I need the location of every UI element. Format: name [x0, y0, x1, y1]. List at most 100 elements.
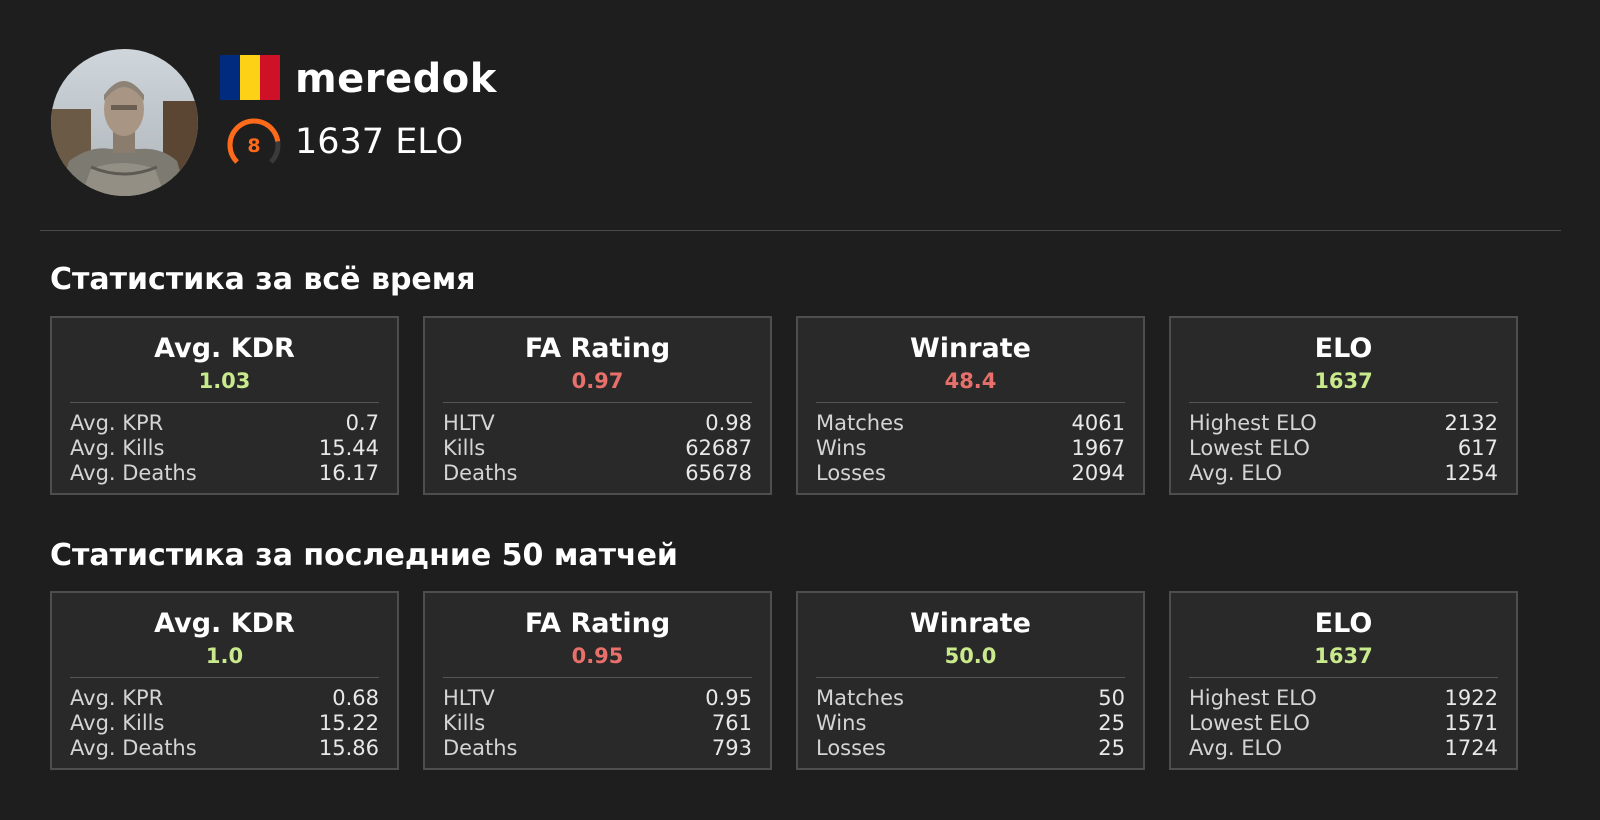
stat-card-winrate: Winrate 50.0 Matches 50 Wins 25 Losses 25: [796, 591, 1145, 770]
stat-detail-row: Lowest ELO 617: [1189, 436, 1498, 461]
stat-card-divider: [443, 402, 752, 403]
stat-detail-label: Highest ELO: [1189, 686, 1317, 710]
stat-detail-row: Deaths 793: [443, 736, 752, 761]
stat-card-value: 50.0: [944, 644, 997, 668]
player-nickname[interactable]: meredok: [295, 56, 497, 102]
skill-level-number: 8: [247, 135, 260, 157]
stat-detail-row: Matches 50: [816, 686, 1125, 711]
stat-detail-label: Wins: [816, 711, 867, 735]
stat-card-details: HLTV 0.98 Kills 62687 Deaths 65678: [443, 411, 752, 486]
stat-detail-label: Deaths: [443, 736, 518, 760]
stat-card-details: Avg. KPR 0.68 Avg. Kills 15.22 Avg. Deaths 15…: [70, 686, 379, 761]
stat-detail-value: 15.86: [318, 736, 379, 760]
stat-detail-label: Losses: [816, 461, 886, 485]
stat-detail-label: Kills: [443, 711, 486, 735]
stat-detail-value: 0.98: [705, 411, 752, 435]
stat-detail-row: HLTV 0.95: [443, 686, 752, 711]
stat-detail-value: 50: [1098, 686, 1125, 710]
stat-detail-label: Matches: [816, 411, 904, 435]
stat-detail-row: Lowest ELO 1571: [1189, 711, 1498, 736]
stat-detail-row: Kills 62687: [443, 436, 752, 461]
stat-detail-value: 16.17: [318, 461, 379, 485]
stat-detail-value: 25: [1098, 736, 1125, 760]
stat-card-value: 48.4: [944, 369, 997, 393]
stat-detail-value: 62687: [685, 436, 752, 460]
stat-detail-value: 0.95: [705, 686, 752, 710]
stat-detail-row: Avg. Deaths 16.17: [70, 461, 379, 486]
stat-detail-label: Highest ELO: [1189, 411, 1317, 435]
stat-detail-value: 1922: [1444, 686, 1498, 710]
country-flag-icon: [220, 55, 280, 100]
stat-detail-row: Kills 761: [443, 711, 752, 736]
flag-stripe-yellow: [240, 55, 260, 100]
stat-card-avg-kdr: Avg. KDR 1.0 Avg. KPR 0.68 Avg. Kills 15.22 Av…: [50, 591, 399, 770]
stat-card-value: 1.0: [205, 644, 244, 668]
stat-detail-label: HLTV: [443, 411, 495, 435]
avatar-image: [51, 49, 198, 196]
stat-detail-value: 1254: [1444, 461, 1498, 485]
stat-card-winrate: Winrate 48.4 Matches 4061 Wins 1967 Losses 2094: [796, 316, 1145, 495]
flag-stripe-red: [260, 55, 280, 100]
stat-detail-row: Avg. KPR 0.7: [70, 411, 379, 436]
stat-card-divider: [816, 677, 1125, 678]
flag-stripe-blue: [220, 55, 240, 100]
stat-card-details: Avg. KPR 0.7 Avg. Kills 15.44 Avg. Deaths 16.…: [70, 411, 379, 486]
stat-detail-label: Avg. Deaths: [70, 461, 197, 485]
stat-detail-row: Matches 4061: [816, 411, 1125, 436]
stat-card-divider: [70, 402, 379, 403]
stat-detail-value: 25: [1098, 711, 1125, 735]
stat-card-title: ELO: [1314, 608, 1373, 639]
stat-detail-label: Avg. KPR: [70, 411, 164, 435]
stat-detail-label: HLTV: [443, 686, 495, 710]
stat-card-title: Winrate: [909, 608, 1031, 639]
player-elo: 1637 ELO: [295, 122, 464, 162]
stat-detail-row: Wins 25: [816, 711, 1125, 736]
stat-detail-label: Losses: [816, 736, 886, 760]
stat-detail-label: Avg. Kills: [70, 436, 165, 460]
stat-card-details: Highest ELO 1922 Lowest ELO 1571 Avg. ELO 172…: [1189, 686, 1498, 761]
stat-card-fa-rating: FA Rating 0.97 HLTV 0.98 Kills 62687 Deaths 656…: [423, 316, 772, 495]
stat-detail-label: Kills: [443, 436, 486, 460]
stats-row-last-50: Avg. KDR 1.0 Avg. KPR 0.68 Avg. Kills 15.22 Av…: [50, 591, 1542, 771]
avatar[interactable]: [51, 49, 198, 196]
stat-detail-value: 15.44: [318, 436, 379, 460]
stat-detail-value: 1571: [1444, 711, 1498, 735]
stat-detail-row: Avg. KPR 0.68: [70, 686, 379, 711]
stat-card-details: HLTV 0.95 Kills 761 Deaths 793: [443, 686, 752, 761]
stat-detail-label: Avg. Kills: [70, 711, 165, 735]
stat-card-elo: ELO 1637 Highest ELO 1922 Lowest ELO 1571 Avg.…: [1169, 591, 1518, 770]
stat-card-value: 1637: [1314, 369, 1373, 393]
stat-detail-value: 617: [1457, 436, 1498, 460]
stat-card-divider: [1189, 677, 1498, 678]
section-title-last-50: Статистика за последние 50 матчей: [50, 538, 678, 573]
stat-card-title: FA Rating: [524, 608, 671, 639]
stat-detail-row: Avg. ELO 1724: [1189, 736, 1498, 761]
stat-card-avg-kdr: Avg. KDR 1.03 Avg. KPR 0.7 Avg. Kills 15.44 Av…: [50, 316, 399, 495]
stat-detail-row: Highest ELO 1922: [1189, 686, 1498, 711]
stat-card-divider: [443, 677, 752, 678]
stat-detail-label: Deaths: [443, 461, 518, 485]
stat-detail-row: Losses 2094: [816, 461, 1125, 486]
stat-detail-value: 1724: [1444, 736, 1498, 760]
stat-detail-label: Lowest ELO: [1189, 711, 1310, 735]
stat-card-details: Matches 4061 Wins 1967 Losses 2094: [816, 411, 1125, 486]
stat-detail-row: Avg. Kills 15.44: [70, 436, 379, 461]
stat-detail-row: HLTV 0.98: [443, 411, 752, 436]
profile-header: meredok 8 1637 ELO: [0, 0, 1600, 230]
stats-row-all-time: Avg. KDR 1.03 Avg. KPR 0.7 Avg. Kills 15.44 Av…: [50, 316, 1542, 496]
stat-detail-label: Avg. KPR: [70, 686, 164, 710]
stat-detail-label: Avg. Deaths: [70, 736, 197, 760]
stat-card-elo: ELO 1637 Highest ELO 2132 Lowest ELO 617 Avg. …: [1169, 316, 1518, 495]
stat-detail-value: 0.68: [332, 686, 379, 710]
stat-card-value: 0.95: [571, 644, 624, 668]
stat-detail-row: Highest ELO 2132: [1189, 411, 1498, 436]
stat-card-divider: [816, 402, 1125, 403]
stat-card-divider: [70, 677, 379, 678]
stat-detail-value: 1967: [1071, 436, 1125, 460]
stat-detail-label: Avg. ELO: [1189, 736, 1282, 760]
stat-card-title: Winrate: [909, 333, 1031, 364]
stat-card-title: Avg. KDR: [154, 333, 295, 364]
stat-card-fa-rating: FA Rating 0.95 HLTV 0.95 Kills 761 Deaths 793: [423, 591, 772, 770]
stat-detail-value: 2132: [1444, 411, 1498, 435]
stat-detail-value: 761: [711, 711, 752, 735]
